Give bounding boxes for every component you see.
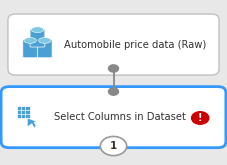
FancyBboxPatch shape xyxy=(37,40,52,58)
Circle shape xyxy=(109,88,118,95)
FancyBboxPatch shape xyxy=(17,106,30,118)
Text: !: ! xyxy=(198,113,202,123)
Ellipse shape xyxy=(31,27,44,33)
Circle shape xyxy=(192,112,209,124)
Circle shape xyxy=(109,65,118,72)
Text: 1: 1 xyxy=(110,141,117,151)
Ellipse shape xyxy=(39,37,51,43)
FancyBboxPatch shape xyxy=(1,87,226,148)
Circle shape xyxy=(100,136,127,156)
Text: Automobile price data (Raw): Automobile price data (Raw) xyxy=(64,40,206,50)
FancyBboxPatch shape xyxy=(30,29,45,47)
Ellipse shape xyxy=(24,37,37,43)
Text: Select Columns in Dataset: Select Columns in Dataset xyxy=(54,112,186,122)
FancyBboxPatch shape xyxy=(23,40,38,58)
FancyBboxPatch shape xyxy=(8,14,219,75)
Polygon shape xyxy=(27,118,39,128)
